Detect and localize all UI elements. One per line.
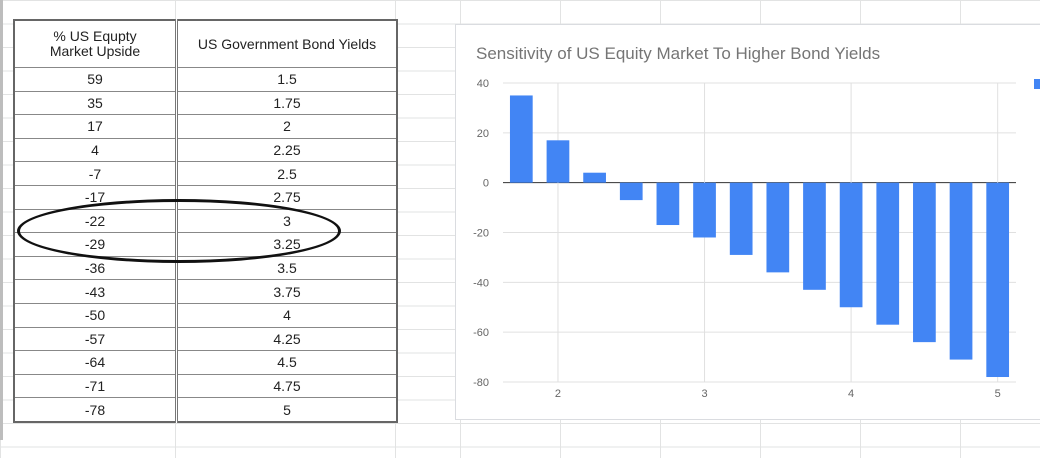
table-row: -17 2.75: [13, 184, 398, 210]
bar: [839, 182, 863, 308]
table-row: 35 1.75: [13, 90, 398, 116]
cell-equity-upside[interactable]: -57: [13, 326, 178, 352]
cell-bond-yield[interactable]: 2.75: [176, 184, 398, 210]
cell-bond-yield[interactable]: 5: [176, 397, 398, 423]
x-tick-label: 2: [555, 388, 561, 400]
table-row: -36 3.5: [13, 255, 398, 281]
cell-bond-yield[interactable]: 4: [176, 302, 398, 328]
header-line: % US Equpty: [53, 28, 137, 44]
cell-equity-upside[interactable]: -22: [13, 208, 178, 234]
cell-equity-upside[interactable]: -71: [13, 373, 178, 399]
y-tick-label: -60: [473, 327, 489, 339]
table-row: -22 3: [13, 208, 398, 234]
cell-equity-upside[interactable]: 4: [13, 137, 178, 163]
cell-bond-yield[interactable]: 3.75: [176, 279, 398, 304]
y-tick-label: -80: [473, 377, 489, 389]
table-header-row: % US Equpty Market Upside US Government …: [13, 19, 398, 68]
bar: [583, 172, 606, 183]
bar: [766, 182, 790, 273]
bar: [949, 182, 973, 360]
bar: [729, 182, 753, 255]
header-equity-upside[interactable]: % US Equpty Market Upside: [13, 19, 178, 68]
cell-equity-upside[interactable]: -7: [13, 161, 178, 186]
y-tick-label: -40: [473, 277, 489, 289]
bar: [913, 182, 936, 343]
bar-chart[interactable]: Sensitivity of US Equity Market To Highe…: [455, 24, 1040, 420]
legend-swatch: [1034, 79, 1040, 89]
cell-bond-yield[interactable]: 1.75: [176, 90, 398, 116]
table-row: -64 4.5: [13, 350, 398, 375]
x-tick-label: 5: [995, 388, 1001, 400]
spreadsheet-edge: [0, 0, 3, 440]
table-row: 59 1.5: [13, 67, 398, 92]
y-tick-label: -20: [473, 228, 489, 240]
cell-bond-yield[interactable]: 2: [176, 114, 398, 139]
header-line: Market Upside: [49, 43, 141, 59]
bar: [619, 182, 643, 201]
cell-equity-upside[interactable]: -17: [13, 184, 178, 210]
x-tick-label: 4: [848, 388, 854, 400]
table-row: -50 4: [13, 302, 398, 328]
cell-equity-upside[interactable]: -36: [13, 255, 178, 281]
bar: [986, 182, 1010, 378]
y-tick-label: 0: [483, 178, 489, 190]
cell-equity-upside[interactable]: 17: [13, 114, 178, 139]
cell-bond-yield[interactable]: 4.75: [176, 373, 398, 399]
table-row: -29 3.25: [13, 232, 398, 257]
chart-title: Sensitivity of US Equity Market To Highe…: [476, 44, 881, 63]
table-row: 4 2.25: [13, 137, 398, 163]
y-tick-label: 40: [477, 78, 489, 90]
bar: [876, 182, 900, 325]
header-line: US Government Bond Yields: [197, 35, 377, 52]
chart-plot: 40 20 0 -20 -40 -60 -80 2 3 4 5: [473, 78, 1016, 400]
table-row: -78 5: [13, 397, 398, 423]
bar: [803, 182, 826, 290]
table-row: -7 2.5: [13, 161, 398, 186]
cell-bond-yield[interactable]: 4.25: [176, 326, 398, 352]
cell-bond-yield[interactable]: 3: [176, 208, 398, 234]
cell-bond-yield[interactable]: 3.5: [176, 255, 398, 281]
bar: [656, 182, 680, 226]
cell-bond-yield[interactable]: 2.5: [176, 161, 398, 186]
cell-bond-yield[interactable]: 2.25: [176, 137, 398, 163]
bar: [509, 95, 533, 183]
table-row: -57 4.25: [13, 326, 398, 352]
cell-bond-yield[interactable]: 4.5: [176, 350, 398, 375]
table-row: 17 2: [13, 114, 398, 139]
table-row: -71 4.75: [13, 373, 398, 399]
cell-bond-yield[interactable]: 1.5: [176, 67, 398, 92]
cell-equity-upside[interactable]: -43: [13, 279, 178, 304]
cell-equity-upside[interactable]: -29: [13, 232, 178, 257]
cell-equity-upside[interactable]: -78: [13, 397, 178, 423]
y-tick-label: 20: [477, 128, 489, 140]
data-table: % US Equpty Market Upside US Government …: [13, 19, 398, 423]
cell-equity-upside[interactable]: -64: [13, 350, 178, 375]
bar: [546, 140, 570, 183]
cell-equity-upside[interactable]: 59: [13, 67, 178, 92]
x-tick-label: 3: [701, 388, 707, 400]
cell-bond-yield[interactable]: 3.25: [176, 232, 398, 257]
header-bond-yields[interactable]: US Government Bond Yields: [176, 19, 398, 68]
cell-equity-upside[interactable]: -50: [13, 302, 178, 328]
table-row: -43 3.75: [13, 279, 398, 304]
bar: [693, 182, 716, 238]
cell-equity-upside[interactable]: 35: [13, 90, 178, 116]
